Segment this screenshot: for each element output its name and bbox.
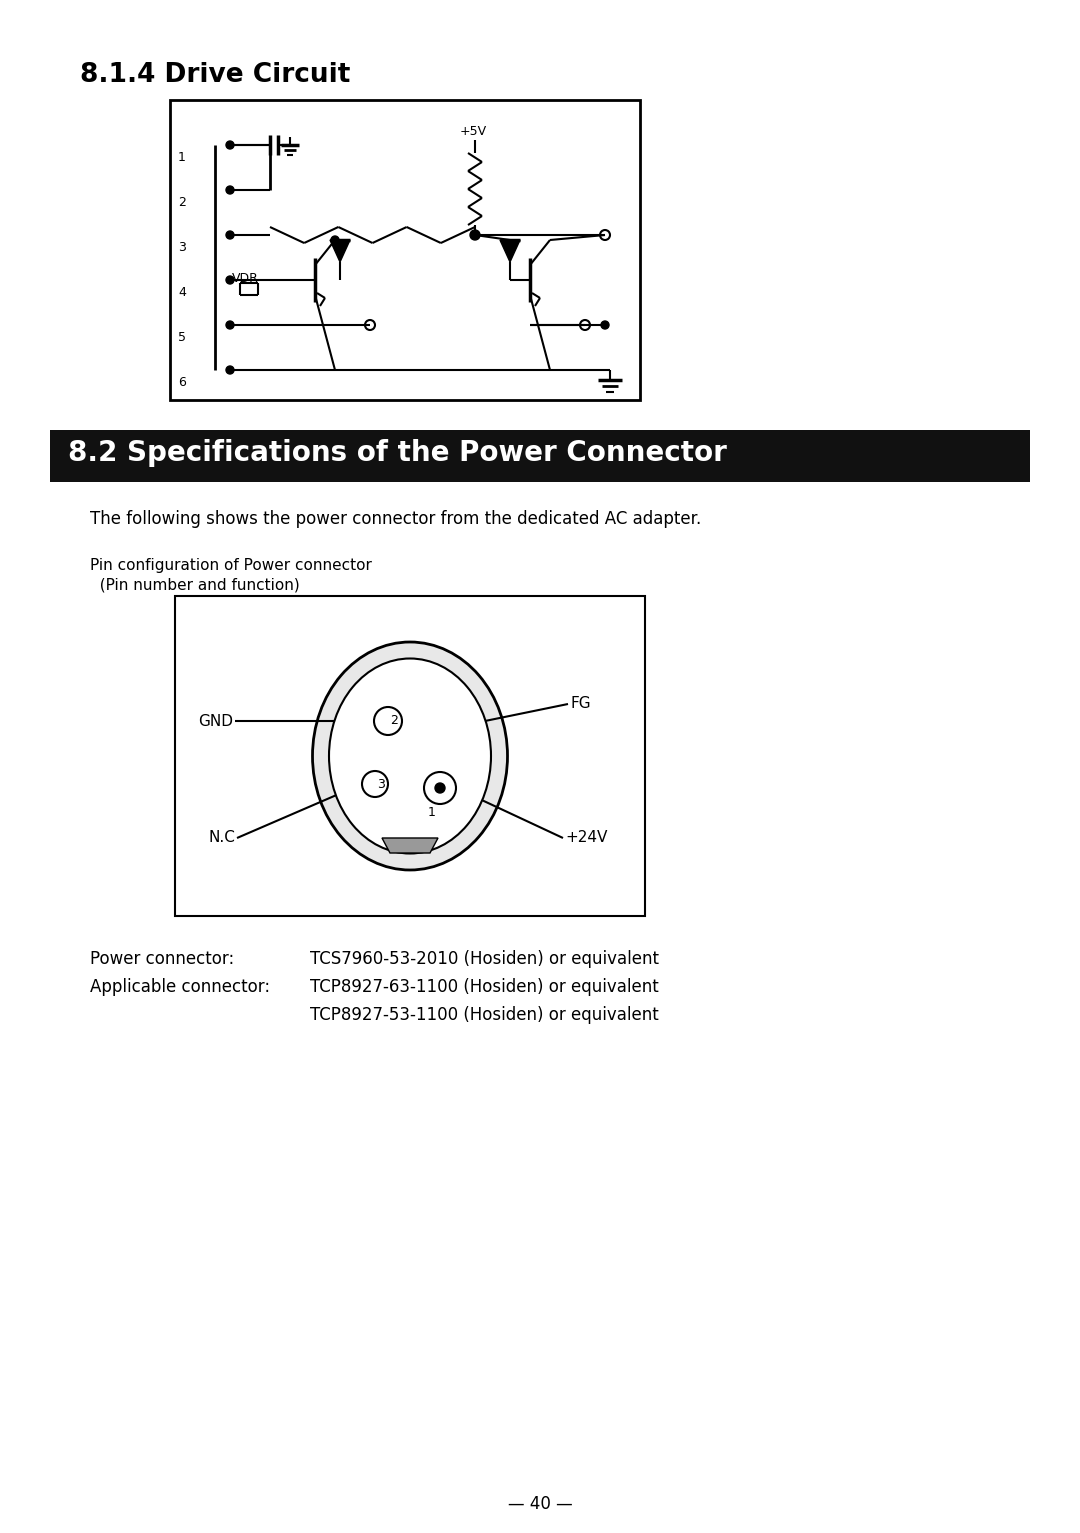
Circle shape bbox=[330, 236, 339, 244]
Text: 6: 6 bbox=[178, 376, 186, 389]
Text: 5: 5 bbox=[178, 331, 186, 343]
Text: 1: 1 bbox=[178, 150, 186, 164]
Text: 1: 1 bbox=[428, 806, 436, 819]
Text: The following shows the power connector from the dedicated AC adapter.: The following shows the power connector … bbox=[90, 510, 701, 527]
Polygon shape bbox=[330, 241, 350, 262]
Circle shape bbox=[226, 185, 234, 195]
Bar bbox=[170, 100, 640, 400]
Text: Power connector:: Power connector: bbox=[90, 950, 234, 967]
Ellipse shape bbox=[312, 642, 508, 871]
Text: FG: FG bbox=[570, 696, 591, 711]
Circle shape bbox=[470, 230, 480, 241]
Text: Applicable connector:: Applicable connector: bbox=[90, 978, 270, 996]
Circle shape bbox=[424, 773, 456, 803]
Polygon shape bbox=[500, 241, 519, 262]
Circle shape bbox=[226, 320, 234, 330]
Text: Pin configuration of Power connector: Pin configuration of Power connector bbox=[90, 558, 372, 573]
Text: — 40 —: — 40 — bbox=[508, 1495, 572, 1513]
Text: TCP8927-63-1100 (Hosiden) or equivalent: TCP8927-63-1100 (Hosiden) or equivalent bbox=[310, 978, 659, 996]
Bar bbox=[175, 596, 645, 917]
Text: 3: 3 bbox=[178, 241, 186, 254]
Text: +24V: +24V bbox=[565, 831, 607, 846]
Text: TCS7960-53-2010 (Hosiden) or equivalent: TCS7960-53-2010 (Hosiden) or equivalent bbox=[310, 950, 659, 967]
Circle shape bbox=[226, 366, 234, 374]
Text: 8.1.4 Drive Circuit: 8.1.4 Drive Circuit bbox=[80, 61, 350, 87]
Text: N.C: N.C bbox=[208, 831, 235, 846]
Circle shape bbox=[226, 276, 234, 284]
Circle shape bbox=[226, 231, 234, 239]
Text: (Pin number and function): (Pin number and function) bbox=[90, 578, 300, 593]
Polygon shape bbox=[382, 839, 438, 852]
Text: 3: 3 bbox=[377, 777, 384, 791]
Ellipse shape bbox=[329, 659, 491, 854]
Text: VDR: VDR bbox=[232, 271, 259, 285]
Circle shape bbox=[362, 771, 388, 797]
Circle shape bbox=[435, 783, 445, 793]
Text: TCP8927-53-1100 (Hosiden) or equivalent: TCP8927-53-1100 (Hosiden) or equivalent bbox=[310, 1006, 659, 1024]
Text: 4: 4 bbox=[178, 287, 186, 299]
Circle shape bbox=[226, 141, 234, 149]
Text: GND: GND bbox=[198, 713, 233, 728]
Text: 2: 2 bbox=[178, 196, 186, 208]
Bar bbox=[50, 429, 1030, 481]
Text: 2: 2 bbox=[390, 714, 397, 728]
Text: 8.2 Specifications of the Power Connector: 8.2 Specifications of the Power Connecto… bbox=[68, 438, 727, 468]
Circle shape bbox=[600, 320, 609, 330]
Text: +5V: +5V bbox=[460, 126, 487, 138]
Circle shape bbox=[374, 707, 402, 734]
